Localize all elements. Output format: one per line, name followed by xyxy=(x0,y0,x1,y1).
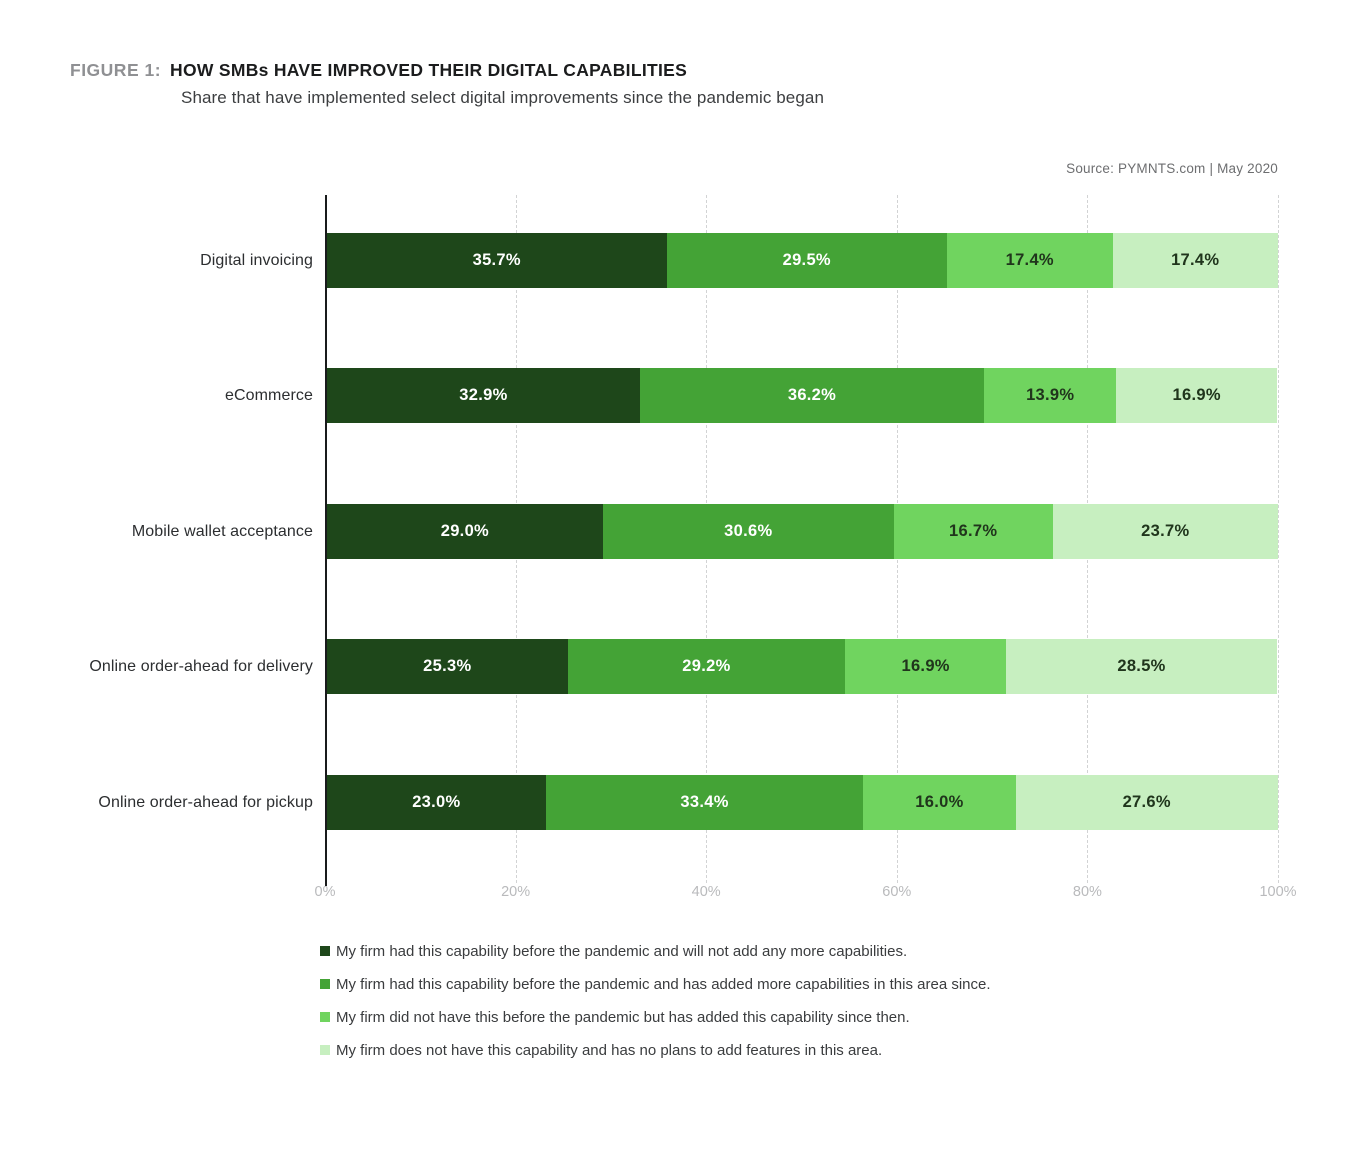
bar-segment: 33.4% xyxy=(545,775,864,830)
bar-row: 29.0% 30.6% 16.7% 23.7% xyxy=(327,504,1278,559)
bar-value-label: 28.5% xyxy=(1117,657,1166,675)
bar-segment: 23.0% xyxy=(327,775,546,830)
bar-segment: 16.0% xyxy=(863,775,1016,830)
legend-label: My firm had this capability before the p… xyxy=(336,975,991,993)
legend-item: My firm had this capability before the p… xyxy=(320,942,991,960)
bar-segment: 16.7% xyxy=(893,504,1053,559)
bar-value-label: 27.6% xyxy=(1122,793,1171,811)
bar-value-label: 13.9% xyxy=(1026,386,1075,404)
bar-segment: 36.2% xyxy=(639,368,985,423)
bar-segment: 32.9% xyxy=(327,368,640,423)
x-tick-label: 100% xyxy=(1259,884,1297,900)
legend-item: My firm had this capability before the p… xyxy=(320,975,991,993)
bar-row: 35.7% 29.5% 17.4% 17.4% xyxy=(327,233,1278,288)
bar-value-label: 23.7% xyxy=(1141,522,1190,540)
category-label: Mobile wallet acceptance xyxy=(131,522,313,540)
bar-segment: 13.9% xyxy=(984,368,1117,423)
x-tick-label: 40% xyxy=(691,884,721,900)
bar-row: 23.0% 33.4% 16.0% 27.6% xyxy=(327,775,1278,830)
bar-value-label: 16.9% xyxy=(1172,386,1221,404)
legend-swatch xyxy=(320,979,330,989)
bar-value-label: 35.7% xyxy=(472,251,521,269)
category-label: Digital invoicing xyxy=(200,251,313,269)
y-axis-line xyxy=(325,195,327,886)
category-label: Online order-ahead for pickup xyxy=(98,793,313,811)
source-attribution: Source: PYMNTS.com | May 2020 xyxy=(1066,161,1278,176)
legend-swatch xyxy=(320,1012,330,1022)
bar-segment: 29.0% xyxy=(327,504,603,559)
x-tick-label: 20% xyxy=(501,884,531,900)
legend-label: My firm did not have this before the pan… xyxy=(336,1008,910,1026)
figure-subtitle: Share that have implemented select digit… xyxy=(181,88,825,107)
bar-value-label: 17.4% xyxy=(1171,251,1220,269)
figure-heading: FIGURE 1: HOW SMBs HAVE IMPROVED THEIR DI… xyxy=(70,60,687,81)
bar-value-label: 29.5% xyxy=(782,251,831,269)
legend-label: My firm had this capability before the p… xyxy=(336,942,908,960)
bar-segment: 16.9% xyxy=(845,639,1006,694)
bar-value-label: 23.0% xyxy=(412,793,461,811)
legend-swatch xyxy=(320,946,330,956)
bar-segment: 17.4% xyxy=(1112,233,1278,288)
legend-item: My firm did not have this before the pan… xyxy=(320,1008,991,1026)
bar-segment: 30.6% xyxy=(602,504,894,559)
gridline xyxy=(1278,195,1279,883)
bar-value-label: 25.3% xyxy=(423,657,472,675)
bar-value-label: 16.9% xyxy=(901,657,950,675)
x-tick-label: 80% xyxy=(1072,884,1102,900)
bar-segment: 23.7% xyxy=(1052,504,1278,559)
figure-number-label: FIGURE 1: xyxy=(70,60,162,80)
figure-title: HOW SMBs HAVE IMPROVED THEIR DIGITAL CAP… xyxy=(170,60,688,80)
bar-segment: 16.9% xyxy=(1116,368,1278,423)
bar-value-label: 29.0% xyxy=(440,522,490,540)
bar-segment: 17.4% xyxy=(947,233,1113,288)
chart-legend: My firm had this capability before the p… xyxy=(320,942,991,1074)
legend-swatch xyxy=(320,1045,330,1055)
bar-row: 32.9% 36.2% 13.9% 16.9% xyxy=(327,368,1278,423)
bar-segment: 29.5% xyxy=(666,233,948,288)
bar-segment: 27.6% xyxy=(1015,775,1278,830)
category-label: Online order-ahead for delivery xyxy=(89,657,313,675)
bar-value-label: 36.2% xyxy=(787,386,837,404)
bar-segment: 29.2% xyxy=(567,639,846,694)
x-tick-label: 0% xyxy=(314,884,336,900)
legend-item: My firm does not have this capability an… xyxy=(320,1041,991,1059)
bar-value-label: 29.2% xyxy=(682,657,731,675)
bar-value-label: 17.4% xyxy=(1005,251,1054,269)
bar-row: 25.3% 29.2% 16.9% 28.5% xyxy=(327,639,1278,694)
category-label: eCommerce xyxy=(224,386,313,404)
bar-value-label: 16.0% xyxy=(915,793,964,811)
bar-segment: 28.5% xyxy=(1006,639,1278,694)
bar-value-label: 16.7% xyxy=(949,522,998,540)
legend-label: My firm does not have this capability an… xyxy=(336,1041,883,1059)
bar-value-label: 32.9% xyxy=(459,386,508,404)
x-tick-label: 60% xyxy=(882,884,912,900)
bar-value-label: 30.6% xyxy=(724,522,773,540)
bar-value-label: 33.4% xyxy=(680,793,729,811)
bar-segment: 25.3% xyxy=(327,639,568,694)
bar-segment: 35.7% xyxy=(327,233,667,288)
